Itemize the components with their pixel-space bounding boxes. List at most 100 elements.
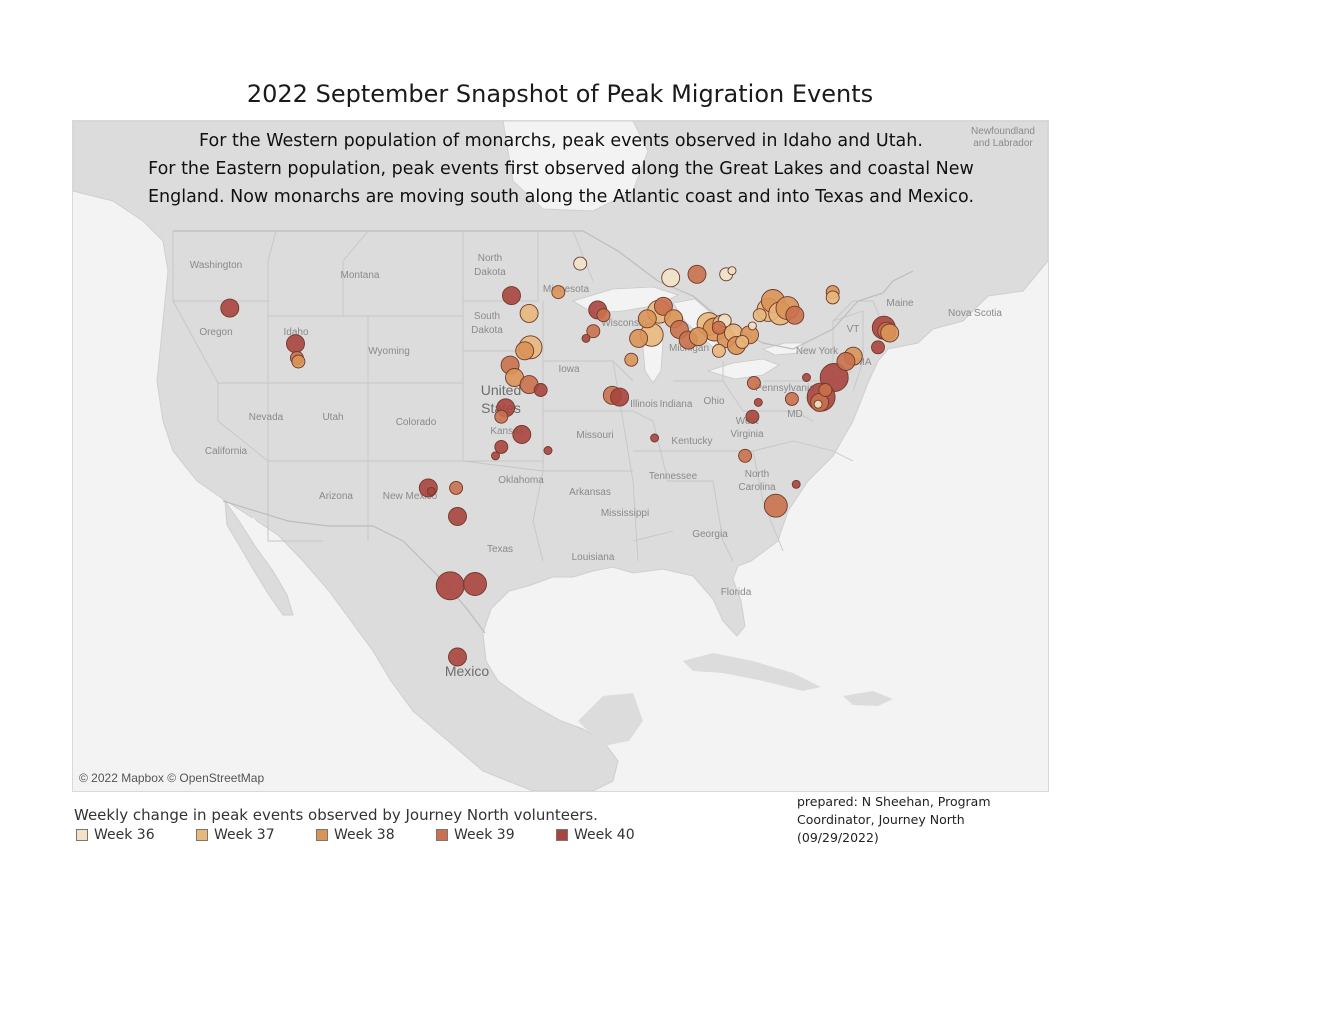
observation-marker-week-36[interactable] — [573, 256, 588, 271]
observation-marker-week-39[interactable] — [586, 324, 601, 339]
observation-marker-week-40[interactable] — [512, 425, 532, 444]
observation-marker-week-40[interactable] — [491, 451, 500, 461]
map-label-state: South — [474, 311, 500, 322]
observation-marker-week-38[interactable] — [551, 285, 566, 300]
observation-marker-week-40[interactable] — [650, 433, 660, 443]
observation-marker-week-40[interactable] — [426, 486, 436, 496]
map-attribution[interactable]: © 2022 Mapbox © OpenStreetMap — [79, 771, 265, 785]
map-label-state: California — [205, 446, 248, 457]
observation-marker-week-39[interactable] — [687, 264, 707, 284]
observation-marker-week-39[interactable] — [818, 383, 833, 397]
observation-marker-week-37[interactable] — [752, 308, 767, 323]
observation-marker-week-40[interactable] — [581, 333, 591, 343]
us-mexico-border — [222, 500, 486, 634]
observation-marker-week-40[interactable] — [533, 383, 548, 397]
observation-marker-week-40[interactable] — [448, 506, 467, 526]
map-label-state: Oregon — [199, 327, 232, 338]
observation-marker-week-40[interactable] — [753, 397, 763, 407]
observation-marker-week-39[interactable] — [785, 305, 805, 325]
map-label-state: Florida — [721, 587, 752, 598]
observation-marker-week-40[interactable] — [494, 439, 509, 454]
observation-marker-week-40[interactable] — [543, 446, 553, 455]
state-borders — [172, 230, 884, 562]
credit-line: Coordinator, Journey North — [797, 812, 965, 827]
map-label-state: VT — [847, 324, 860, 335]
legend-item-week-36[interactable]: Week 36 — [76, 827, 155, 843]
observation-marker-week-38[interactable] — [629, 328, 649, 348]
map-label-state: Colorado — [396, 417, 437, 428]
map-label-state: Ohio — [703, 396, 725, 407]
observation-marker-week-39[interactable] — [494, 409, 509, 424]
map-label-region: Newfoundland — [971, 126, 1035, 137]
map-label-region: and Labrador — [973, 138, 1033, 149]
observation-marker-week-40[interactable] — [802, 373, 811, 382]
observation-marker-week-40[interactable] — [871, 340, 885, 355]
observation-marker-week-37[interactable] — [711, 343, 726, 358]
observation-marker-week-40[interactable] — [220, 298, 240, 318]
map-label-state: Arkansas — [569, 487, 611, 498]
map-label-state: North — [745, 469, 769, 480]
map-label-state: Kansas — [490, 426, 523, 437]
observation-marker-week-38[interactable] — [637, 309, 657, 329]
observation-marker-week-40[interactable] — [745, 409, 760, 424]
map-label-state: Montana — [341, 270, 380, 281]
legend-swatch — [76, 829, 88, 841]
observation-marker-week-39[interactable] — [449, 480, 464, 495]
legend-label: Week 39 — [454, 827, 515, 843]
observation-marker-week-40[interactable] — [610, 387, 630, 407]
map-label-state: Idaho — [283, 327, 308, 338]
observation-marker-week-38[interactable] — [624, 352, 639, 367]
observation-marker-week-38[interactable] — [291, 354, 306, 369]
observation-marker-week-40[interactable] — [448, 647, 467, 667]
legend-item-week-39[interactable]: Week 39 — [436, 827, 515, 843]
observation-marker-week-39[interactable] — [784, 391, 799, 406]
hudson-bay — [502, 121, 649, 212]
subtitle-line: England. Now monarchs are moving south a… — [147, 187, 975, 207]
map-label-state: Indiana — [660, 399, 693, 410]
observation-marker-week-40[interactable] — [791, 479, 801, 489]
credit-line: prepared: N Sheehan, Program — [797, 794, 991, 809]
observation-marker-week-37[interactable] — [519, 303, 539, 323]
map-label-state: Mississippi — [601, 508, 649, 519]
observation-marker-week-39[interactable] — [653, 296, 673, 316]
observation-marker-week-39[interactable] — [711, 320, 726, 335]
legend-item-week-38[interactable]: Week 38 — [316, 827, 395, 843]
observation-marker-week-38[interactable] — [688, 327, 708, 347]
observation-marker-week-39[interactable] — [746, 375, 761, 390]
observation-marker-week-40[interactable] — [502, 286, 521, 306]
map-label-state: MD — [787, 409, 803, 420]
map-label-state: West — [736, 416, 759, 427]
observation-marker-week-36[interactable] — [747, 321, 757, 331]
observation-marker-week-39[interactable] — [763, 493, 788, 518]
observation-markers — [220, 256, 900, 667]
map-label-state: Illinois — [630, 399, 658, 410]
us-canada-border — [173, 230, 914, 350]
map-label-state: Kentucky — [671, 436, 712, 447]
map-label-state: Nevada — [249, 412, 284, 423]
observation-marker-week-38[interactable] — [880, 323, 900, 343]
observation-marker-week-37[interactable] — [825, 290, 840, 305]
observation-marker-week-39[interactable] — [596, 308, 611, 323]
map-label-state: Wisconsin — [601, 318, 647, 329]
observation-marker-week-36[interactable] — [813, 399, 823, 409]
observation-marker-week-37[interactable] — [735, 334, 750, 349]
observation-marker-week-36[interactable] — [661, 268, 681, 288]
observation-marker-week-36[interactable] — [727, 266, 737, 276]
observation-marker-week-39[interactable] — [738, 448, 753, 463]
credit-line: (09/29/2022) — [797, 830, 879, 845]
map-label-state: North — [478, 253, 502, 264]
legend-swatch — [196, 829, 208, 841]
map-label-state: Pennsylvania — [755, 383, 815, 394]
hispaniola — [843, 691, 893, 706]
observation-marker-week-40[interactable] — [286, 334, 305, 354]
map-view[interactable]: Newfoundland and Labrador Washington Montan… — [72, 120, 1049, 792]
map-subtitle: For the Western population of monarchs, … — [101, 127, 1021, 211]
legend-item-week-37[interactable]: Week 37 — [196, 827, 275, 843]
observation-marker-week-40[interactable] — [463, 572, 487, 596]
observation-marker-week-38[interactable] — [515, 341, 535, 361]
prepared-by-credit: prepared: N Sheehan, Program Coordinator… — [797, 793, 1007, 847]
legend-item-week-40[interactable]: Week 40 — [556, 827, 635, 843]
observation-marker-week-40[interactable] — [435, 571, 465, 601]
observation-marker-week-39[interactable] — [836, 352, 856, 371]
